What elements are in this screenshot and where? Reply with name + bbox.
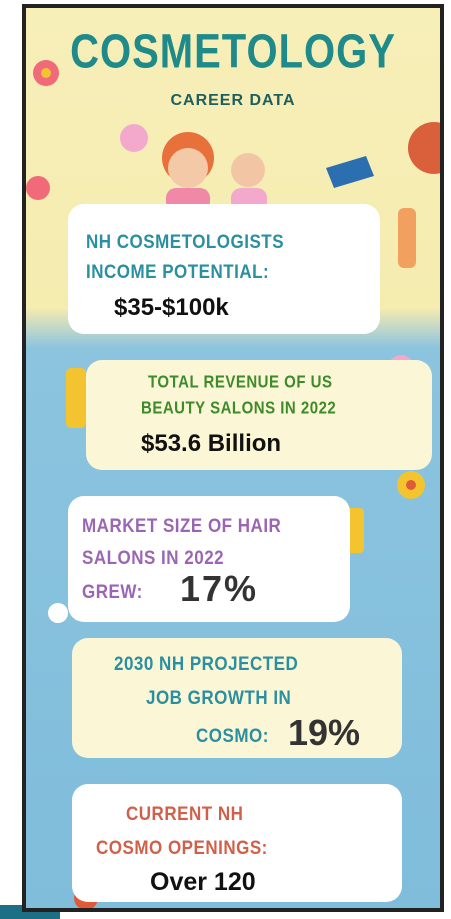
poster: COSMETOLOGY CAREER DATA NH COSMETOLOGIST… (22, 4, 444, 912)
card-label: TOTAL REVENUE OF US (148, 373, 333, 393)
card-label: MARKET SIZE OF HAIR (82, 515, 281, 538)
card: MARKET SIZE OF HAIR SALONS IN 2022 GREW:… (68, 496, 350, 622)
card-label: SALONS IN 2022 (82, 547, 224, 570)
card-label: COSMO OPENINGS: (96, 837, 268, 860)
card: TOTAL REVENUE OF US BEAUTY SALONS IN 202… (86, 360, 432, 470)
subtitle: CAREER DATA (26, 92, 440, 110)
card: NH COSMETOLOGISTS INCOME POTENTIAL: $35-… (68, 204, 380, 334)
card-label: BEAUTY SALONS IN 2022 (141, 399, 336, 419)
card-label: 2030 NH PROJECTED (114, 653, 298, 676)
card-value: 19% (288, 712, 360, 754)
card-label: COSMO: (196, 725, 269, 748)
page: COSMETOLOGY CAREER DATA NH COSMETOLOGIST… (0, 0, 451, 919)
card: 2030 NH PROJECTED JOB GROWTH IN COSMO: 1… (72, 638, 402, 758)
card-value: $35-$100k (114, 294, 229, 322)
card-label: GREW: (82, 581, 143, 604)
card-label: NH COSMETOLOGISTS (86, 231, 284, 254)
card-value: $53.6 Billion (141, 430, 281, 458)
title: COSMETOLOGY (26, 25, 440, 79)
card-label: CURRENT NH (126, 803, 243, 826)
card-label: JOB GROWTH IN (146, 687, 291, 710)
card-value: 17% (180, 568, 258, 610)
card-label: INCOME POTENTIAL: (86, 261, 269, 284)
card-value: Over 120 (150, 868, 256, 897)
card: CURRENT NH COSMO OPENINGS: Over 120 (72, 784, 402, 902)
